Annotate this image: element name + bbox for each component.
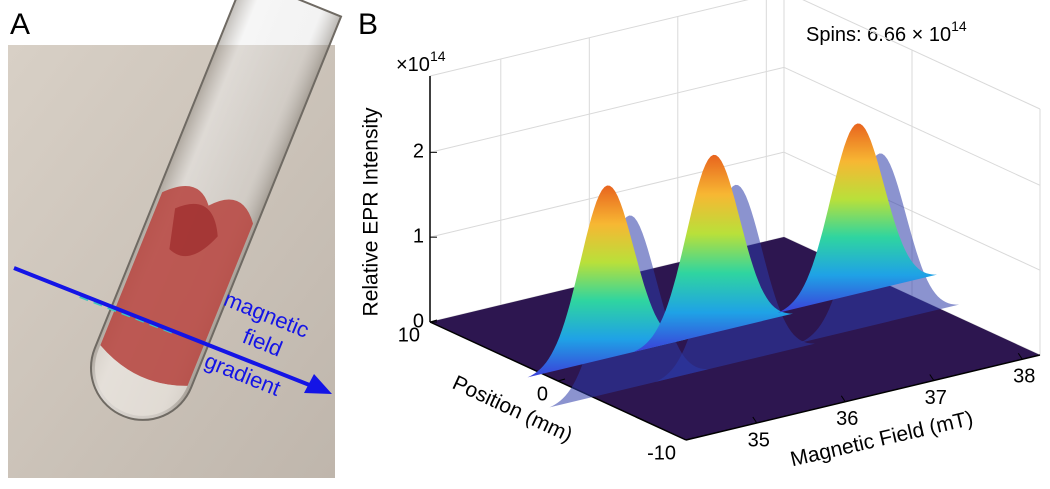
- peak: [527, 185, 709, 408]
- peak-surface: [633, 154, 793, 352]
- grid-line: [783, 151, 1041, 271]
- y-tick-label: 0: [537, 383, 548, 405]
- y-tick: [429, 319, 438, 323]
- peak-surface: [527, 185, 687, 378]
- panel-label: A: [10, 8, 30, 41]
- x-tick-label: 37: [925, 387, 947, 409]
- x-tick: [752, 416, 758, 424]
- test-tube: [90, 0, 343, 421]
- y-tick-label: 10: [398, 324, 420, 346]
- z-axis-title: Relative EPR Intensity: [360, 107, 383, 316]
- grid-line: [429, 66, 785, 153]
- peak: [777, 123, 960, 343]
- y-tick: [685, 437, 694, 441]
- x-tick-label: 36: [836, 408, 858, 430]
- z-tick-label: 0: [413, 310, 424, 332]
- axis-multiplier: ×1014: [396, 48, 446, 77]
- x-axis-title: Magnetic Field (mT): [788, 407, 975, 471]
- annotation-exponent: 14: [951, 18, 967, 34]
- peak-surface: [777, 123, 937, 313]
- y-tick-label: -10: [647, 442, 676, 464]
- multiplier-text: ×10: [396, 54, 430, 76]
- z-tick-label: 2: [413, 141, 424, 163]
- panel-label: B: [358, 8, 378, 41]
- peak: [633, 154, 815, 382]
- y-tick: [557, 378, 566, 382]
- x-tick-label: 35: [748, 429, 770, 451]
- annotation-text: Spins: 6.66 × 10: [806, 24, 951, 46]
- arrow-head: [304, 374, 332, 394]
- z-tick-label: 1: [413, 225, 424, 247]
- grid-line: [783, 66, 1041, 186]
- x-tick: [1017, 352, 1023, 360]
- x-tick: [840, 395, 846, 403]
- annotation: Spins: 6.66 × 1014: [806, 18, 967, 47]
- box-edge: [429, 0, 749, 77]
- multiplier-exponent: 14: [430, 48, 446, 64]
- x-tick: [929, 374, 935, 381]
- y-axis-title: Position (mm): [449, 371, 576, 447]
- x-axis: [685, 354, 1041, 441]
- gradient-arrow: [13, 266, 313, 388]
- x-tick-label: 38: [1013, 366, 1035, 388]
